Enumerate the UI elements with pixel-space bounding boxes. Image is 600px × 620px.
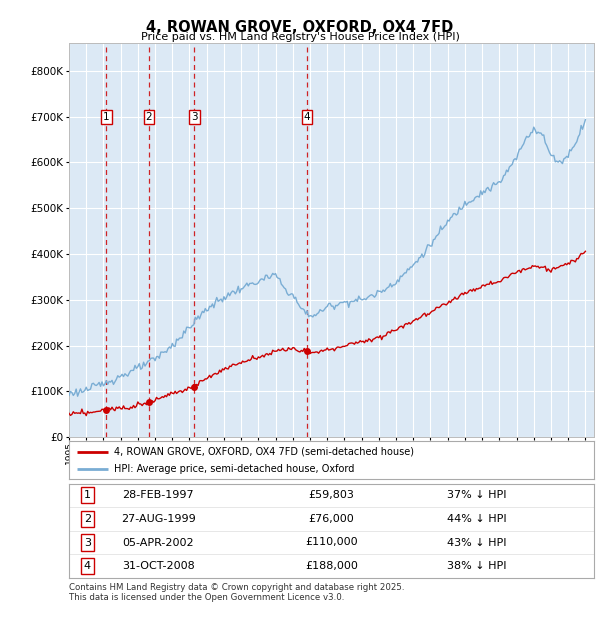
Text: £76,000: £76,000 <box>308 514 355 524</box>
Text: 43% ↓ HPI: 43% ↓ HPI <box>447 538 506 547</box>
Text: 2: 2 <box>146 112 152 122</box>
Text: Contains HM Land Registry data © Crown copyright and database right 2025.
This d: Contains HM Land Registry data © Crown c… <box>69 583 404 602</box>
Text: 31-OCT-2008: 31-OCT-2008 <box>122 561 194 571</box>
Text: 28-FEB-1997: 28-FEB-1997 <box>122 490 194 500</box>
Text: 37% ↓ HPI: 37% ↓ HPI <box>447 490 506 500</box>
Text: 27-AUG-1999: 27-AUG-1999 <box>121 514 196 524</box>
Text: 1: 1 <box>103 112 109 122</box>
Text: HPI: Average price, semi-detached house, Oxford: HPI: Average price, semi-detached house,… <box>113 464 354 474</box>
Text: 3: 3 <box>191 112 197 122</box>
Text: £110,000: £110,000 <box>305 538 358 547</box>
Text: £59,803: £59,803 <box>308 490 355 500</box>
Text: 44% ↓ HPI: 44% ↓ HPI <box>447 514 506 524</box>
Text: 2: 2 <box>84 514 91 524</box>
Text: 4, ROWAN GROVE, OXFORD, OX4 7FD: 4, ROWAN GROVE, OXFORD, OX4 7FD <box>146 20 454 35</box>
Text: 05-APR-2002: 05-APR-2002 <box>122 538 194 547</box>
Text: 4: 4 <box>304 112 310 122</box>
Text: 38% ↓ HPI: 38% ↓ HPI <box>447 561 506 571</box>
Text: 4, ROWAN GROVE, OXFORD, OX4 7FD (semi-detached house): 4, ROWAN GROVE, OXFORD, OX4 7FD (semi-de… <box>113 447 413 457</box>
Text: Price paid vs. HM Land Registry's House Price Index (HPI): Price paid vs. HM Land Registry's House … <box>140 32 460 42</box>
Text: 3: 3 <box>84 538 91 547</box>
Text: £188,000: £188,000 <box>305 561 358 571</box>
Text: 4: 4 <box>84 561 91 571</box>
Text: 1: 1 <box>84 490 91 500</box>
